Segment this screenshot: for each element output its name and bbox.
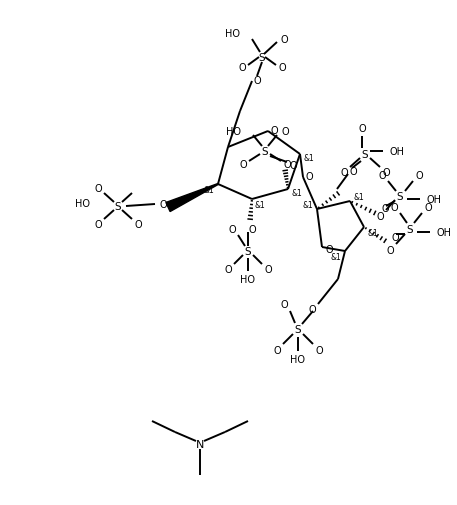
Text: O: O xyxy=(325,244,333,255)
Text: S: S xyxy=(397,191,404,201)
Text: HO: HO xyxy=(240,274,255,284)
Text: &1: &1 xyxy=(354,192,364,201)
Text: O: O xyxy=(239,160,247,170)
Text: O: O xyxy=(424,203,432,213)
Text: OH: OH xyxy=(427,194,442,205)
Text: O: O xyxy=(308,305,316,315)
Text: HO: HO xyxy=(225,29,240,39)
Text: &1: &1 xyxy=(303,200,314,209)
Text: &1: &1 xyxy=(303,153,314,162)
Text: &1: &1 xyxy=(367,228,378,237)
Text: O: O xyxy=(280,35,288,45)
Text: O: O xyxy=(390,203,398,213)
Text: O: O xyxy=(248,225,256,234)
Text: &1: &1 xyxy=(330,253,341,262)
Text: O: O xyxy=(358,124,366,134)
Text: O: O xyxy=(305,172,313,182)
Text: O: O xyxy=(283,160,291,170)
Text: O: O xyxy=(381,204,389,214)
Text: O: O xyxy=(264,265,272,274)
Text: O: O xyxy=(280,299,288,310)
Text: O: O xyxy=(349,167,357,177)
Text: O: O xyxy=(94,184,102,193)
Text: O: O xyxy=(289,161,297,171)
Text: S: S xyxy=(361,149,368,160)
Text: O: O xyxy=(340,168,348,178)
Text: &1: &1 xyxy=(255,200,266,209)
Text: O: O xyxy=(376,212,384,222)
Text: O: O xyxy=(253,76,261,86)
Text: OH: OH xyxy=(390,147,405,157)
Text: O: O xyxy=(281,127,289,137)
Text: HO: HO xyxy=(75,198,90,209)
Text: O: O xyxy=(94,220,102,230)
Text: O: O xyxy=(270,126,278,136)
Polygon shape xyxy=(166,184,218,212)
Text: O: O xyxy=(391,232,399,242)
Text: S: S xyxy=(244,246,251,257)
Text: O: O xyxy=(228,225,236,234)
Text: O: O xyxy=(238,63,246,73)
Text: O: O xyxy=(415,171,423,181)
Text: O: O xyxy=(134,220,142,230)
Text: O: O xyxy=(378,171,386,181)
Text: O: O xyxy=(386,245,394,256)
Text: S: S xyxy=(262,147,268,157)
Text: O: O xyxy=(278,63,286,73)
Text: HO: HO xyxy=(291,355,305,364)
Text: S: S xyxy=(295,324,301,334)
Text: N: N xyxy=(196,439,204,449)
Text: O: O xyxy=(159,199,167,210)
Text: O: O xyxy=(224,265,232,274)
Text: S: S xyxy=(115,201,121,212)
Text: HO: HO xyxy=(226,127,241,137)
Text: S: S xyxy=(407,225,413,234)
Text: O: O xyxy=(273,345,281,356)
Text: S: S xyxy=(259,53,266,63)
Text: O: O xyxy=(382,168,390,178)
Text: &1: &1 xyxy=(292,188,303,197)
Text: &1: &1 xyxy=(204,185,214,194)
Text: OH: OH xyxy=(437,228,452,237)
Text: O: O xyxy=(315,345,323,356)
